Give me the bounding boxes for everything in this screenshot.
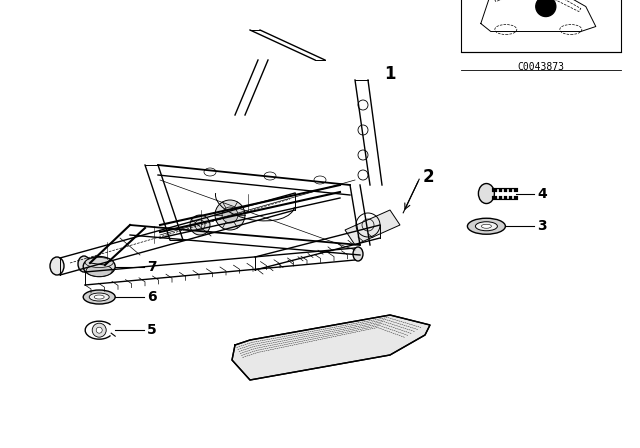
Text: 7: 7	[147, 259, 157, 274]
Text: 6: 6	[147, 290, 157, 304]
Ellipse shape	[86, 265, 112, 276]
Text: 3: 3	[538, 219, 547, 233]
Ellipse shape	[83, 257, 115, 276]
Circle shape	[215, 200, 245, 230]
Polygon shape	[232, 315, 430, 380]
Ellipse shape	[78, 256, 90, 272]
FancyBboxPatch shape	[461, 0, 621, 52]
Ellipse shape	[85, 258, 113, 267]
Text: 1: 1	[384, 65, 396, 83]
Circle shape	[222, 207, 238, 223]
Ellipse shape	[476, 222, 497, 231]
Ellipse shape	[479, 184, 495, 203]
Ellipse shape	[467, 218, 506, 234]
Circle shape	[190, 215, 210, 235]
Text: 4: 4	[538, 186, 547, 201]
Ellipse shape	[89, 293, 109, 301]
Ellipse shape	[481, 224, 492, 228]
Text: C0043873: C0043873	[517, 61, 564, 72]
Circle shape	[92, 323, 106, 337]
Circle shape	[96, 327, 102, 333]
Ellipse shape	[353, 247, 363, 261]
Ellipse shape	[83, 290, 115, 304]
Circle shape	[536, 0, 556, 17]
Polygon shape	[345, 210, 400, 245]
Ellipse shape	[50, 257, 64, 275]
Ellipse shape	[94, 295, 104, 299]
Text: 2: 2	[422, 168, 434, 186]
Text: 5: 5	[147, 323, 157, 337]
